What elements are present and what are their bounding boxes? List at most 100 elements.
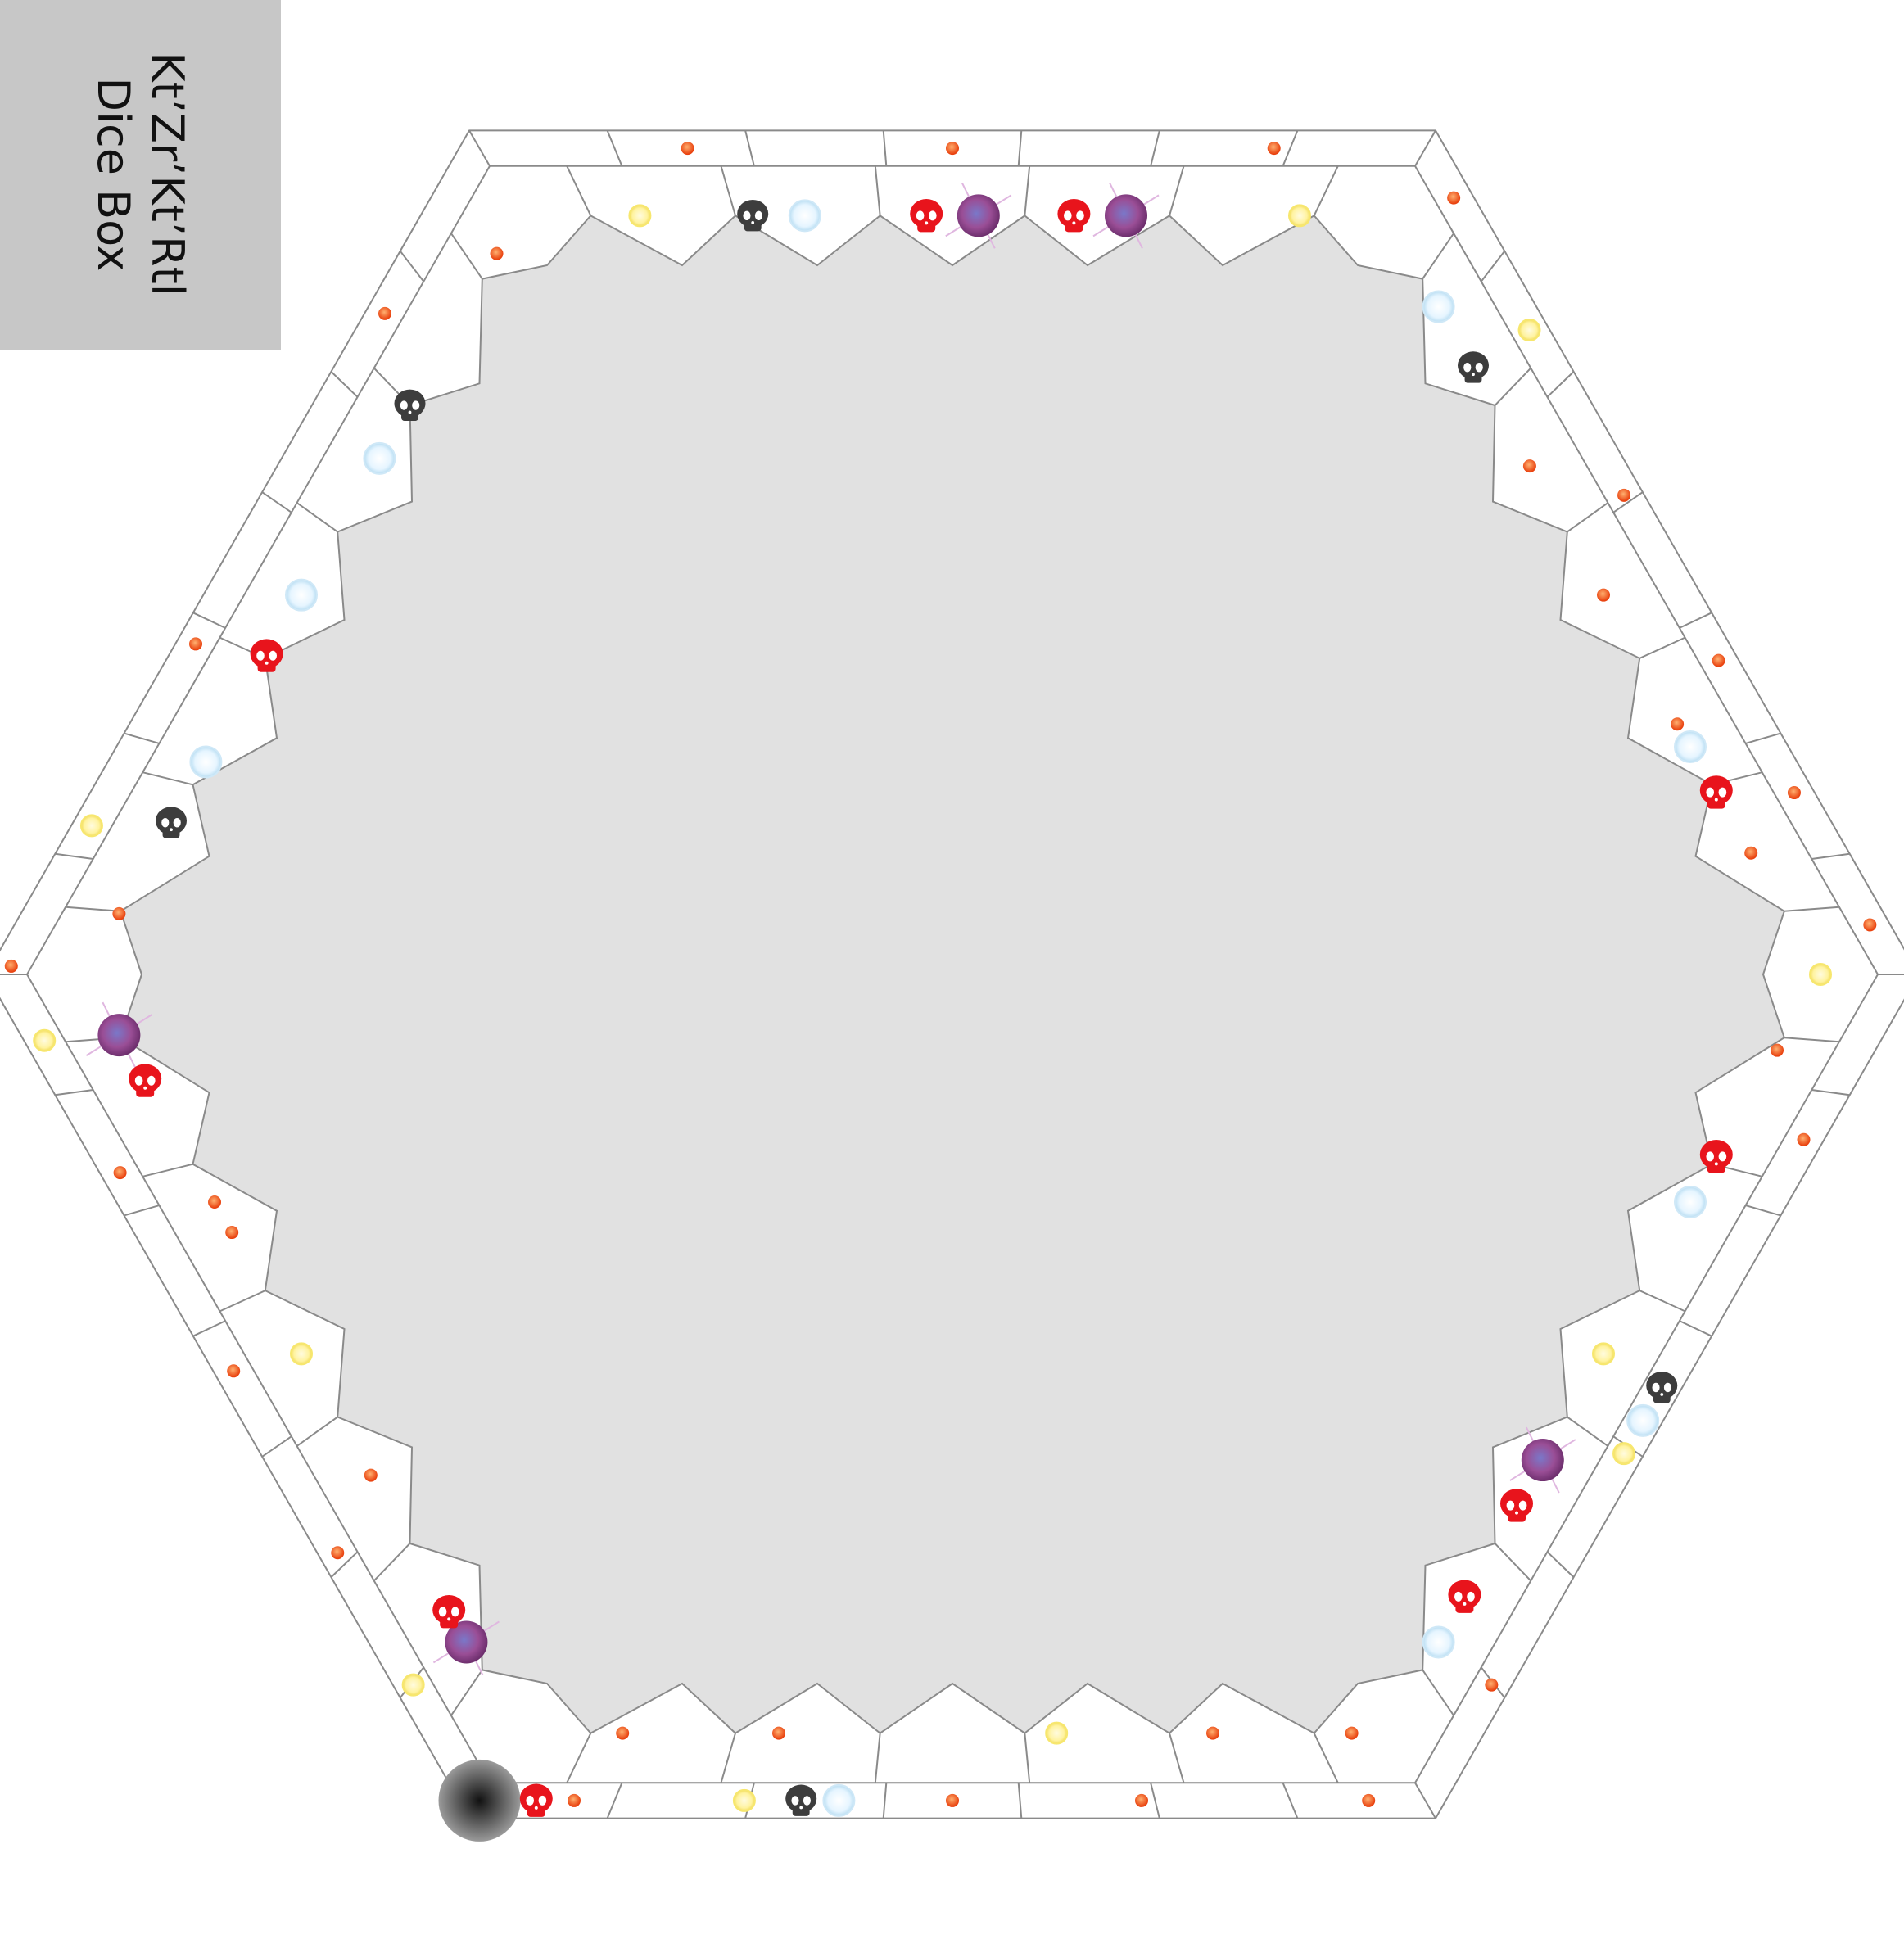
outer-space-divider [606,1782,623,1819]
outer-space-divider [606,130,623,167]
yellow-orb-icon [1592,1342,1615,1366]
inner-space-divider [296,1416,338,1447]
inner-space-divider [1169,1733,1185,1783]
orange-dot-icon [1485,1678,1499,1692]
outer-space-divider [55,852,93,860]
orange-dot-icon [1597,588,1610,602]
yellow-orb-icon [33,1028,57,1052]
orange-dot-icon [1447,191,1461,205]
purple-orb-icon [85,1001,152,1069]
orange-dot-icon [4,959,18,973]
outer-space-divider [1017,1783,1023,1819]
inner-space-divider [566,1733,592,1783]
outer-space-divider [1745,1205,1781,1217]
outer-space-divider [192,1320,226,1337]
inner-space-divider [1639,1290,1685,1313]
inner-space-divider [1639,636,1685,659]
orange-dot-icon [490,246,504,260]
inner-space-divider [874,1733,881,1783]
inner-play-area [120,215,1785,1734]
outer-space-divider [882,130,888,166]
outer-space-divider [399,251,425,282]
outer-space-divider [1745,732,1781,744]
red-skull-icon [129,1064,162,1097]
yellow-orb-icon [1288,204,1311,228]
outer-space-divider [1546,371,1575,398]
orange-dot-icon [113,1166,127,1180]
black-skull-icon [1646,1372,1678,1403]
inner-space-divider [450,233,483,280]
orange-dot-icon [364,1468,378,1482]
outer-space-divider [1811,1089,1850,1096]
outer-space-divider [330,371,359,398]
outer-space-divider [1811,852,1850,860]
inner-space-divider [1313,165,1339,216]
inner-space-divider [450,1669,483,1716]
outer-space-divider [744,130,755,166]
outer-space-divider [468,129,491,167]
black-skull-icon [156,807,187,838]
inner-space-divider [219,1290,266,1313]
outer-space-divider [330,1551,359,1578]
orange-dot-icon [1362,1793,1376,1807]
black-skull-icon [785,1784,817,1816]
inner-space-divider [1494,1543,1531,1582]
outer-space-divider [1546,1551,1575,1578]
outer-space-divider [1414,129,1436,167]
inner-space-divider [66,906,121,912]
blue-orb-icon [1626,1403,1660,1437]
black-skull-icon [394,389,426,422]
purple-orb-icon [1509,1426,1576,1494]
title-line-2: Dice Box [88,77,139,272]
inner-space-divider [1024,1733,1031,1783]
token-layer [4,142,1877,1842]
red-skull-icon [910,198,943,233]
black-skull-icon [737,199,769,232]
yellow-orb-icon [401,1673,425,1697]
outer-space-divider [1612,491,1644,513]
outer-space-divider [1679,1320,1712,1337]
outer-space-divider [124,1205,160,1217]
orange-dot-icon [112,906,126,920]
orange-dot-icon [331,1546,345,1560]
blue-orb-icon [1422,1625,1455,1659]
outer-space-divider [1414,1782,1436,1819]
title-text: Kt’Zr’Kt’Rtl Dice Box [86,52,194,296]
inner-space-divider [1169,165,1185,216]
orange-dot-icon [1787,786,1801,800]
yellow-orb-icon [290,1342,313,1366]
red-skull-icon [1448,1580,1481,1613]
track-layer [0,129,1904,1819]
inner-space-divider [296,502,338,533]
yellow-orb-icon [1612,1442,1636,1466]
outer-space-divider [124,732,160,744]
yellow-orb-icon [732,1788,756,1812]
inner-space-divider [720,1733,736,1783]
orange-dot-icon [1744,846,1758,860]
blue-orb-icon [1674,730,1707,764]
outer-space-divider [1017,130,1023,166]
orange-dot-icon [378,306,391,320]
inner-space-divider [874,165,881,216]
outer-space-divider [192,612,226,629]
outer-space-divider [261,1435,292,1458]
blue-orb-icon [189,745,223,779]
orange-dot-icon [616,1726,630,1740]
inner-space-divider [142,771,193,786]
black-skull-icon [1458,351,1489,383]
outer-space-divider [261,491,292,513]
orange-dot-icon [1206,1726,1219,1740]
outer-space-divider [1480,251,1506,282]
orange-dot-icon [946,142,959,156]
title-line-1: Kt’Zr’Kt’Rtl [142,52,193,296]
blue-orb-icon [788,199,821,233]
orange-dot-icon [1617,488,1631,502]
red-skull-icon [250,639,283,672]
red-skull-icon [432,1594,466,1629]
blue-orb-icon [1674,1185,1707,1218]
orange-dot-icon [227,1364,241,1378]
orange-dot-icon [189,637,202,651]
outer-space-divider [882,1783,888,1819]
